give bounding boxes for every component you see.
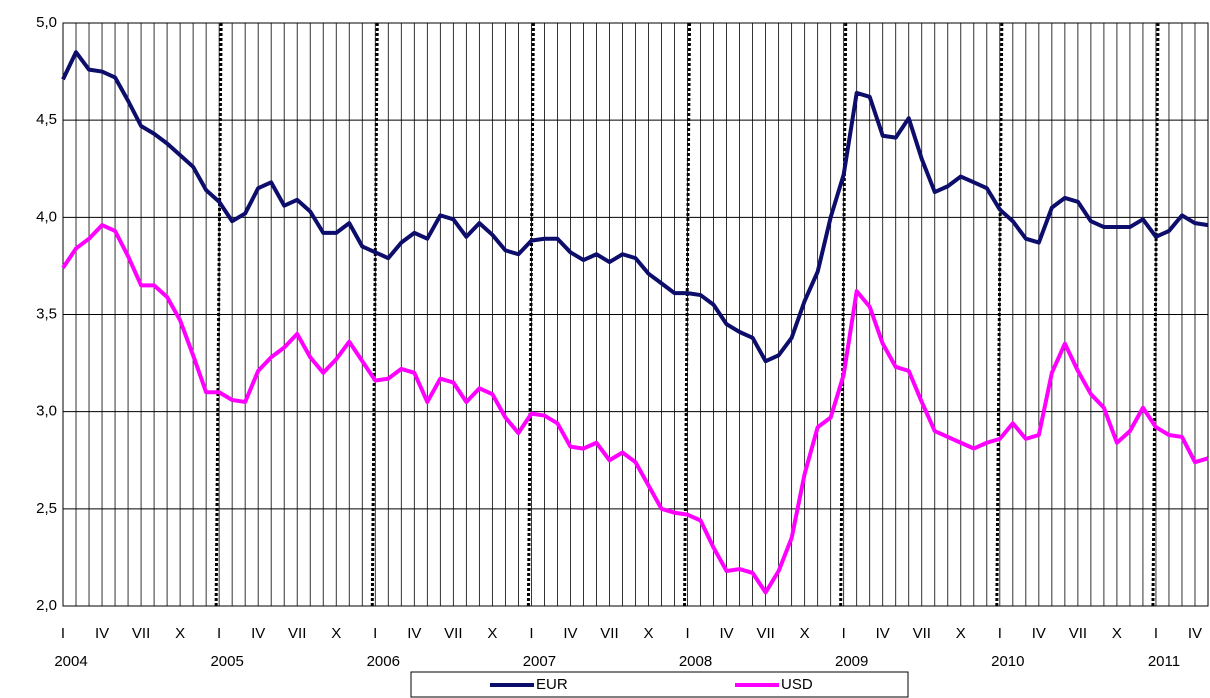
x-tick-label: I bbox=[61, 625, 65, 642]
series-line bbox=[61, 223, 1209, 595]
x-tick-label: I bbox=[998, 625, 1002, 642]
year-divider bbox=[1151, 22, 1160, 607]
x-tick-label: VII bbox=[444, 625, 462, 642]
year-label: 2010 bbox=[991, 653, 1024, 670]
x-tick-label: VII bbox=[913, 625, 931, 642]
y-tick-label: 5,0 bbox=[36, 14, 57, 31]
x-tick-label: X bbox=[175, 625, 185, 642]
year-label: 2007 bbox=[523, 653, 556, 670]
x-tick-label: IV bbox=[563, 625, 577, 642]
year-divider bbox=[526, 22, 535, 607]
x-tick-label: IV bbox=[95, 625, 109, 642]
year-label: 2005 bbox=[210, 653, 243, 670]
series-line bbox=[61, 50, 1209, 364]
legend-label: USD bbox=[781, 676, 813, 693]
legend-box bbox=[410, 671, 909, 698]
y-tick-label: 4,5 bbox=[36, 111, 57, 128]
y-tick-label: 2,5 bbox=[36, 500, 57, 517]
x-tick-label: X bbox=[331, 625, 341, 642]
year-label: 2009 bbox=[835, 653, 868, 670]
x-tick-label: VII bbox=[756, 625, 774, 642]
x-tick-label: VII bbox=[1069, 625, 1087, 642]
year-label: 2008 bbox=[679, 653, 712, 670]
year-divider bbox=[214, 22, 223, 607]
x-tick-label: I bbox=[373, 625, 377, 642]
x-tick-label: I bbox=[529, 625, 533, 642]
year-label: 2006 bbox=[367, 653, 400, 670]
x-tick-label: IV bbox=[1188, 625, 1202, 642]
x-tick-label: IV bbox=[876, 625, 890, 642]
x-tick-label: I bbox=[685, 625, 689, 642]
x-tick-label: IV bbox=[407, 625, 421, 642]
x-tick-label: VII bbox=[132, 625, 150, 642]
x-tick-label: I bbox=[217, 625, 221, 642]
x-tick-label: VII bbox=[600, 625, 618, 642]
y-tick-label: 3,0 bbox=[36, 403, 57, 420]
year-divider bbox=[995, 22, 1004, 607]
year-divider bbox=[370, 22, 379, 607]
year-label: 2004 bbox=[54, 653, 87, 670]
legend-label: EUR bbox=[536, 676, 568, 693]
x-tick-label: I bbox=[1154, 625, 1158, 642]
y-tick-label: 4,0 bbox=[36, 208, 57, 225]
x-tick-label: X bbox=[1112, 625, 1122, 642]
x-tick-label: IV bbox=[719, 625, 733, 642]
year-divider bbox=[839, 22, 848, 607]
year-divider bbox=[683, 22, 692, 607]
x-tick-label: X bbox=[800, 625, 810, 642]
x-tick-label: I bbox=[842, 625, 846, 642]
x-tick-label: X bbox=[644, 625, 654, 642]
y-tick-label: 2,0 bbox=[36, 597, 57, 614]
x-tick-label: X bbox=[956, 625, 966, 642]
x-tick-label: VII bbox=[288, 625, 306, 642]
year-label: 2011 bbox=[1148, 653, 1180, 670]
x-tick-label: X bbox=[487, 625, 497, 642]
plot-border bbox=[62, 22, 1209, 607]
x-tick-label: IV bbox=[251, 625, 265, 642]
x-tick-label: IV bbox=[1032, 625, 1046, 642]
y-tick-label: 3,5 bbox=[36, 305, 57, 322]
